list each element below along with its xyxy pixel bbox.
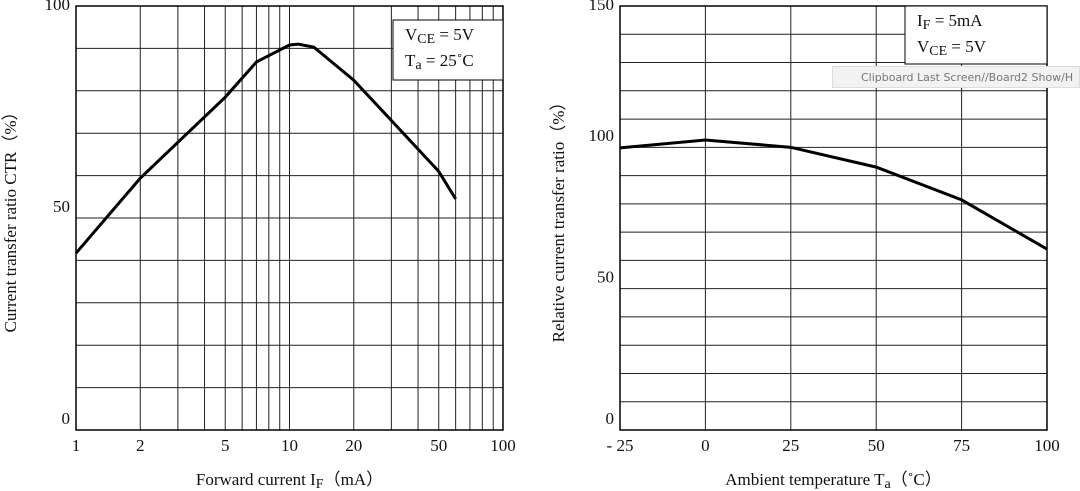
x-tick-label: 1 — [72, 436, 81, 455]
y-tick-label: 100 — [589, 126, 615, 145]
x-tick-label: 75 — [953, 436, 970, 455]
plot-frame — [619, 5, 1048, 431]
x-tick-label: 25 — [782, 436, 799, 455]
x-tick-label: 100 — [490, 436, 516, 455]
x-axis-label-part: （˚C） — [891, 470, 942, 489]
annotation-part: = 5V — [435, 25, 475, 44]
data-line — [74, 42, 457, 255]
x-tick-label: 10 — [281, 436, 298, 455]
x-axis-label-part: a — [885, 477, 892, 491]
y-tick-label: 0 — [62, 409, 71, 428]
x-tick-label: 5 — [221, 436, 230, 455]
x-tick-label: 50 — [430, 436, 447, 455]
annotation-part: CE — [417, 32, 435, 47]
tooltip-overlay: Clipboard Last Screen//Board2 Show/H — [832, 66, 1080, 88]
plot-frame — [75, 5, 504, 431]
x-tick-label: 100 — [1034, 436, 1060, 455]
annotation-part: V — [917, 37, 930, 56]
x-tick-label: 2 — [136, 436, 145, 455]
chart: 0 50 100 1 2 5 10 20 50 100 Forward current IF（mA）… — [1, 0, 516, 491]
annotation-part: CE — [929, 44, 947, 59]
annotation: IF = 5mA — [917, 11, 983, 33]
x-axis-label-part: （mA） — [324, 470, 384, 489]
annotation-part: V — [405, 25, 418, 44]
x-axis-label-part: Forward current I — [196, 470, 316, 489]
x-tick-label: 50 — [868, 436, 885, 455]
y-tick-label: 100 — [45, 0, 71, 14]
annotation: VCE = 5V — [917, 37, 987, 59]
x-tick-label: 20 — [345, 436, 362, 455]
x-axis-label: Ambient temperature Ta（˚C） — [725, 470, 941, 491]
x-tick-label: - 25 — [607, 436, 634, 455]
y-axis-label-part: Relative current transfer ratio（%） — [549, 94, 568, 343]
annotation-part: I — [917, 11, 923, 30]
annotation-part: = 5V — [947, 37, 987, 56]
annotation-box — [904, 5, 1048, 65]
chart: 0 50 100 150 - 25 0 25 50 75 100 Ambient temperatu… — [549, 0, 1060, 491]
annotation-box — [392, 19, 504, 81]
annotation-part: F — [923, 18, 931, 33]
x-tick-label: 0 — [701, 436, 710, 455]
x-axis-label-part: Ambient temperature T — [725, 470, 885, 489]
y-tick-label: 0 — [606, 409, 615, 428]
y-tick-label: 150 — [589, 0, 615, 14]
annotation-part: a — [415, 58, 422, 73]
annotation: Ta = 25˚C — [405, 51, 474, 73]
x-axis-label: Forward current IF（mA） — [196, 470, 383, 491]
annotation-part: = 5mA — [930, 11, 983, 30]
annotation: VCE = 5V — [405, 25, 475, 47]
y-tick-label: 50 — [53, 197, 70, 216]
y-axis-label: Current transfer ratio CTR（%） — [1, 104, 20, 333]
y-axis-label: Relative current transfer ratio（%） — [549, 94, 568, 343]
x-axis-label-part: F — [316, 477, 324, 491]
annotation-part: = 25˚C — [422, 51, 474, 70]
y-axis-label-part: Current transfer ratio CTR（%） — [1, 104, 20, 333]
data-line — [619, 138, 1048, 251]
annotation-part: T — [405, 51, 416, 70]
y-tick-label: 50 — [597, 268, 614, 287]
